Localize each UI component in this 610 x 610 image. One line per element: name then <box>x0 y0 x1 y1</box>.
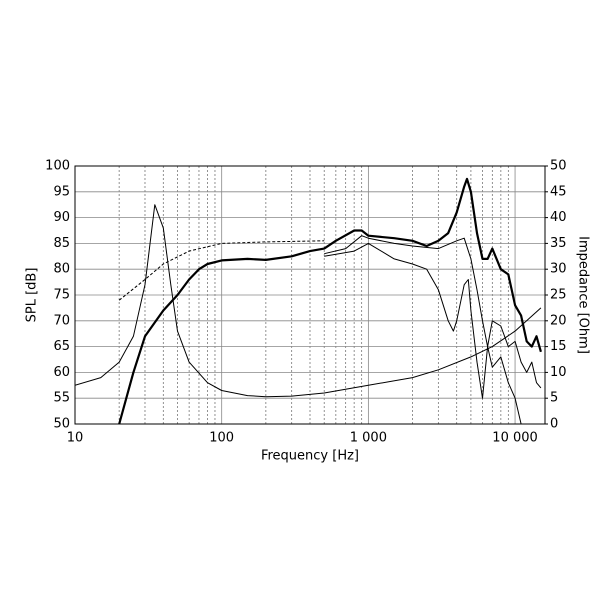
line-series <box>75 204 542 398</box>
y-tick-label: 70 <box>53 313 70 328</box>
y2-axis-label: Impedance [Ohm] <box>576 236 591 354</box>
x-tick-label: 1 000 <box>350 431 387 446</box>
y2-tick-label: 45 <box>550 184 567 199</box>
y-axis-label: SPL [dB] <box>25 268 40 323</box>
y2-tick-label: 0 <box>550 417 558 432</box>
y-tick-label: 65 <box>53 339 70 354</box>
y2-tick-label: 15 <box>550 339 567 354</box>
x-tick-label: 10 <box>67 431 84 446</box>
y2-tick-label: 20 <box>550 313 567 328</box>
y-tick-label: 80 <box>53 262 70 277</box>
x-axis-label: Frequency [Hz] <box>261 449 359 464</box>
y-tick-label: 100 <box>45 159 70 174</box>
y-tick-label: 95 <box>53 184 70 199</box>
y-tick-label: 55 <box>53 391 70 406</box>
line-series <box>324 235 542 389</box>
line-series <box>324 242 522 424</box>
y-tick-label: 85 <box>53 236 70 251</box>
y2-tick-label: 5 <box>550 391 558 406</box>
y2-tick-label: 40 <box>550 210 567 225</box>
x-tick-label: 100 <box>209 431 234 446</box>
y-tick-label: 60 <box>53 365 70 380</box>
line-series <box>118 177 542 424</box>
y-tick-label: 75 <box>53 288 70 303</box>
y2-tick-label: 50 <box>550 159 567 174</box>
y-tick-label: 50 <box>53 417 70 432</box>
y2-tick-label: 35 <box>550 236 567 251</box>
x-tick-label: 10 000 <box>492 431 538 446</box>
plot-frame <box>74 165 546 425</box>
y2-tick-label: 10 <box>550 365 567 380</box>
line-series <box>118 240 325 301</box>
y2-tick-label: 30 <box>550 262 567 277</box>
y-tick-label: 90 <box>53 210 70 225</box>
y2-tick-label: 25 <box>550 288 567 303</box>
